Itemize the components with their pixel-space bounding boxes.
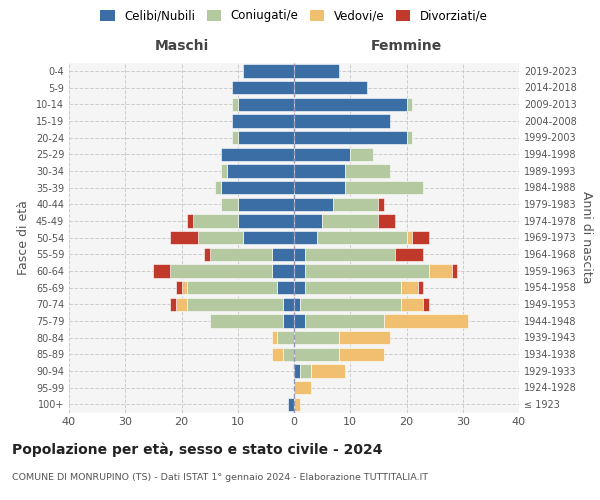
Bar <box>294 98 407 111</box>
Bar <box>294 148 350 161</box>
Bar <box>294 281 305 294</box>
Bar <box>379 198 384 211</box>
Bar <box>294 198 334 211</box>
Bar <box>176 298 187 311</box>
Bar <box>209 314 283 328</box>
Bar <box>407 98 412 111</box>
Bar <box>294 331 339 344</box>
Y-axis label: Anni di nascita: Anni di nascita <box>580 191 593 284</box>
Text: Popolazione per età, sesso e stato civile - 2024: Popolazione per età, sesso e stato civil… <box>12 442 383 457</box>
Bar <box>244 231 294 244</box>
Bar <box>176 281 182 294</box>
Bar <box>294 314 305 328</box>
Bar <box>294 114 389 128</box>
Bar <box>294 164 344 177</box>
Bar <box>170 231 199 244</box>
Bar <box>429 264 452 278</box>
Bar <box>154 264 170 278</box>
Bar <box>305 314 384 328</box>
Bar <box>294 398 299 411</box>
Bar <box>418 281 424 294</box>
Bar <box>209 248 271 261</box>
Legend: Celibi/Nubili, Coniugati/e, Vedovi/e, Divorziati/e: Celibi/Nubili, Coniugati/e, Vedovi/e, Di… <box>97 6 491 26</box>
Bar <box>294 131 407 144</box>
Bar <box>294 248 305 261</box>
Bar <box>289 398 294 411</box>
Bar <box>424 298 429 311</box>
Bar <box>271 348 283 361</box>
Bar <box>187 298 283 311</box>
Bar <box>215 181 221 194</box>
Bar <box>401 298 424 311</box>
Text: Maschi: Maschi <box>154 40 209 54</box>
Bar <box>412 231 429 244</box>
Bar <box>305 281 401 294</box>
Bar <box>334 198 379 211</box>
Bar <box>277 331 294 344</box>
Bar <box>401 281 418 294</box>
Y-axis label: Fasce di età: Fasce di età <box>17 200 30 275</box>
Bar <box>232 131 238 144</box>
Bar <box>384 314 469 328</box>
Bar <box>221 198 238 211</box>
Bar <box>294 214 322 228</box>
Bar <box>379 214 395 228</box>
Bar <box>395 248 424 261</box>
Bar <box>283 348 294 361</box>
Bar <box>452 264 457 278</box>
Bar <box>232 114 294 128</box>
Bar <box>350 148 373 161</box>
Bar <box>221 181 294 194</box>
Bar <box>294 348 339 361</box>
Bar <box>232 98 238 111</box>
Bar <box>294 264 305 278</box>
Bar <box>170 264 271 278</box>
Bar <box>187 214 193 228</box>
Bar <box>294 64 339 78</box>
Bar <box>187 281 277 294</box>
Bar <box>311 364 344 378</box>
Text: COMUNE DI MONRUPINO (TS) - Dati ISTAT 1° gennaio 2024 - Elaborazione TUTTITALIA.: COMUNE DI MONRUPINO (TS) - Dati ISTAT 1°… <box>12 472 428 482</box>
Text: Femmine: Femmine <box>371 40 442 54</box>
Bar <box>407 131 412 144</box>
Bar <box>271 248 294 261</box>
Bar <box>199 231 244 244</box>
Bar <box>299 364 311 378</box>
Bar <box>283 314 294 328</box>
Bar <box>344 181 424 194</box>
Bar <box>407 231 412 244</box>
Bar <box>221 148 294 161</box>
Bar <box>238 198 294 211</box>
Bar <box>294 364 299 378</box>
Bar <box>294 231 317 244</box>
Bar <box>283 298 294 311</box>
Bar <box>294 381 311 394</box>
Bar <box>294 81 367 94</box>
Bar <box>305 264 429 278</box>
Bar <box>238 98 294 111</box>
Bar <box>244 64 294 78</box>
Bar <box>238 214 294 228</box>
Bar <box>322 214 379 228</box>
Bar <box>339 331 389 344</box>
Bar <box>182 281 187 294</box>
Bar <box>294 298 299 311</box>
Bar <box>204 248 209 261</box>
Bar <box>271 331 277 344</box>
Bar <box>317 231 407 244</box>
Bar <box>238 131 294 144</box>
Bar <box>299 298 401 311</box>
Bar <box>294 181 344 194</box>
Bar <box>221 164 227 177</box>
Bar <box>271 264 294 278</box>
Bar <box>339 348 384 361</box>
Bar <box>344 164 389 177</box>
Bar <box>305 248 395 261</box>
Bar <box>193 214 238 228</box>
Bar <box>277 281 294 294</box>
Bar <box>227 164 294 177</box>
Bar <box>170 298 176 311</box>
Bar <box>232 81 294 94</box>
